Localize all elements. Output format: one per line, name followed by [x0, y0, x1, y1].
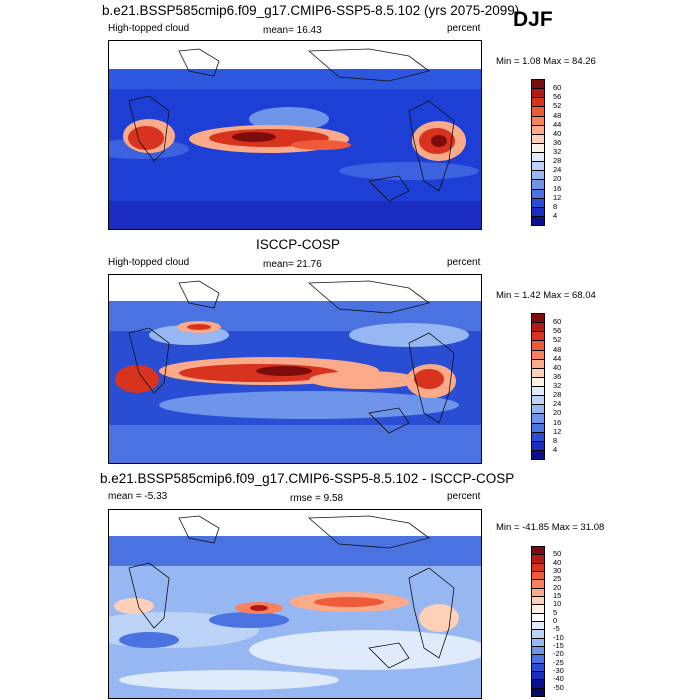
colorbar-label: -50	[553, 682, 564, 692]
colorbar-label: 44	[553, 119, 562, 129]
colorbar-label: 5	[553, 607, 558, 617]
colorbar-label: 4	[553, 444, 558, 454]
colorbar-label: 12	[553, 192, 562, 202]
colorbar-label: -20	[553, 649, 564, 659]
colorbar-label: 56	[553, 326, 562, 336]
panel-model-units: percent	[447, 23, 481, 34]
colorbar-label: 16	[553, 183, 562, 193]
colorbar-label: 28	[553, 156, 562, 166]
colorbar-label: 0	[553, 616, 558, 625]
panel-obs-mean: mean= 21.76	[263, 259, 322, 270]
colorbar-label: 4	[553, 210, 558, 220]
colorbar-label: 44	[553, 353, 562, 363]
colorbar-label: 36	[553, 137, 562, 147]
colorbar-label: 40	[553, 362, 562, 372]
colorbar-label: 50	[553, 549, 562, 559]
colorbar-label: 20	[553, 408, 562, 418]
colorbar-label: -10	[553, 632, 564, 642]
colorbar-label: 40	[553, 557, 562, 567]
colorbar-label: 20	[553, 582, 562, 592]
colorbar-label: 16	[553, 417, 562, 427]
season-label: DJF	[513, 8, 553, 31]
colorbar-label: 32	[553, 381, 562, 390]
colorbar-label: -25	[553, 657, 564, 667]
panel-diff-units: percent	[447, 491, 481, 502]
colorbar-label: 52	[553, 335, 562, 345]
colorbar-label: -30	[553, 666, 564, 675]
colorbar-label: 32	[553, 147, 562, 156]
colorbar-label: 8	[553, 435, 558, 445]
panel-obs-units: percent	[447, 257, 481, 268]
colorbar-label: -40	[553, 674, 564, 684]
panel-model-mean: mean= 16.43	[263, 25, 322, 36]
colorbar-label: 10	[553, 599, 562, 609]
colorbar-label: -5	[553, 624, 560, 634]
panel-obs-variable-label: High-topped cloud	[108, 257, 190, 268]
colorbar-label: 56	[553, 92, 562, 102]
colorbar-label: 24	[553, 399, 562, 409]
colorbar-label: 40	[553, 128, 562, 138]
colorbar-label: 48	[553, 344, 562, 354]
panel-model-title: b.e21.BSSP585cmip6.f09_g17.CMIP6-SSP5-8.…	[102, 3, 520, 18]
colorbar-swatch	[531, 449, 545, 460]
colorbar-label: -15	[553, 641, 564, 650]
colorbar-label: 52	[553, 101, 562, 111]
panel-diff-map	[108, 509, 482, 699]
panel-model-variable-label: High-topped cloud	[108, 23, 190, 34]
colorbar-label: 48	[553, 110, 562, 120]
panel-diff-title: b.e21.BSSP585cmip6.f09_g17.CMIP6-SSP5-8.…	[100, 471, 515, 486]
panel-model-minmax: Min = 1.08 Max = 84.26	[496, 56, 596, 67]
colorbar-label: 8	[553, 201, 558, 211]
colorbar-label: 15	[553, 591, 562, 600]
panel-diff-minmax: Min = -41.85 Max = 31.08	[496, 522, 605, 533]
colorbar-label: 36	[553, 371, 562, 381]
colorbar-label: 12	[553, 426, 562, 436]
colorbar-label: 25	[553, 574, 562, 584]
panel-obs-minmax: Min = 1.42 Max = 68.04	[496, 290, 596, 301]
colorbar-swatch	[531, 215, 545, 226]
colorbar-swatch	[531, 687, 545, 697]
colorbar-label: 30	[553, 566, 562, 575]
colorbar-label: 60	[553, 83, 562, 93]
panel-model-map	[108, 40, 482, 230]
panel-obs-title: ISCCP-COSP	[256, 237, 341, 252]
colorbar-label: 28	[553, 390, 562, 400]
panel-obs-map	[108, 274, 482, 464]
colorbar-label: 60	[553, 317, 562, 327]
panel-diff-mean: mean = -5.33	[108, 491, 168, 502]
colorbar-label: 20	[553, 174, 562, 184]
panel-diff-rmse: rmse = 9.58	[290, 493, 344, 504]
colorbar-label: 24	[553, 165, 562, 175]
